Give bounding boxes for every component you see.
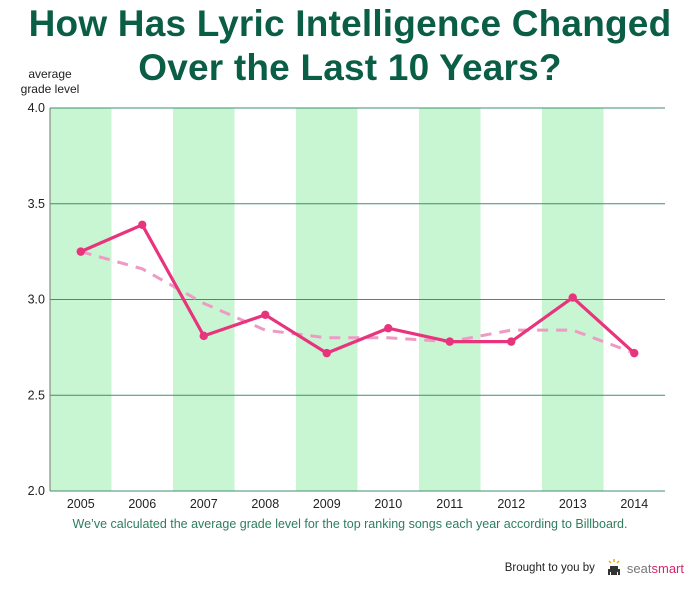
trend-line [80, 250, 635, 355]
series-line [80, 223, 636, 355]
data-point-2006 [138, 220, 147, 230]
data-point-2007 [199, 331, 208, 341]
brought-by-text: Brought to you by [504, 562, 595, 574]
x-tick-label-2013: 2013 [559, 497, 587, 511]
x-tick-label-2011: 2011 [436, 497, 463, 511]
y-tick-label-3.5: 3.5 [28, 197, 45, 211]
data-point-2009 [322, 348, 331, 358]
y-tick-label-4.0: 4.0 [28, 101, 45, 115]
y-tick-label-2.0: 2.0 [28, 484, 45, 498]
y-tick-label-2.5: 2.5 [28, 388, 45, 402]
data-point-2012 [507, 337, 516, 346]
data-point-2008 [261, 310, 270, 320]
y-axis-label-line-2: grade level [20, 82, 80, 96]
x-tick-label-2006: 2006 [128, 497, 156, 511]
logo-part-2: smart [651, 560, 685, 576]
x-tick-label-2010: 2010 [374, 497, 402, 511]
y-tick-label-3.0: 3.0 [28, 293, 45, 307]
y-axis-label: average grade level [14, 67, 86, 97]
x-tick-label-2005: 2005 [67, 497, 95, 511]
data-point-2013 [568, 293, 577, 302]
data-point-2010 [384, 324, 393, 333]
seat-icon [607, 559, 620, 575]
chart-caption: We’ve calculated the average grade level… [72, 517, 628, 531]
data-point-2014 [630, 348, 639, 358]
seatsmart-logo[interactable]: seatsmart [627, 561, 684, 576]
footer: Brought to you by seatsmart [505, 558, 684, 578]
x-tick-label-2014: 2014 [620, 497, 648, 511]
data-point-2005 [76, 247, 85, 256]
logo-part-1: seat [626, 560, 652, 576]
data-point-2011 [445, 337, 454, 346]
chart-title: How Has Lyric Intelligence Changed Over … [0, 2, 700, 90]
title-line-2: Over the Last 10 Years? [138, 47, 562, 88]
x-tick-label-2007: 2007 [190, 497, 218, 511]
x-tick-label-2009: 2009 [313, 497, 341, 511]
x-tick-label-2012: 2012 [497, 497, 525, 511]
y-axis-label-line-1: average [28, 67, 72, 81]
title-line-1: How Has Lyric Intelligence Changed [28, 3, 672, 44]
x-tick-label-2008: 2008 [251, 497, 279, 511]
